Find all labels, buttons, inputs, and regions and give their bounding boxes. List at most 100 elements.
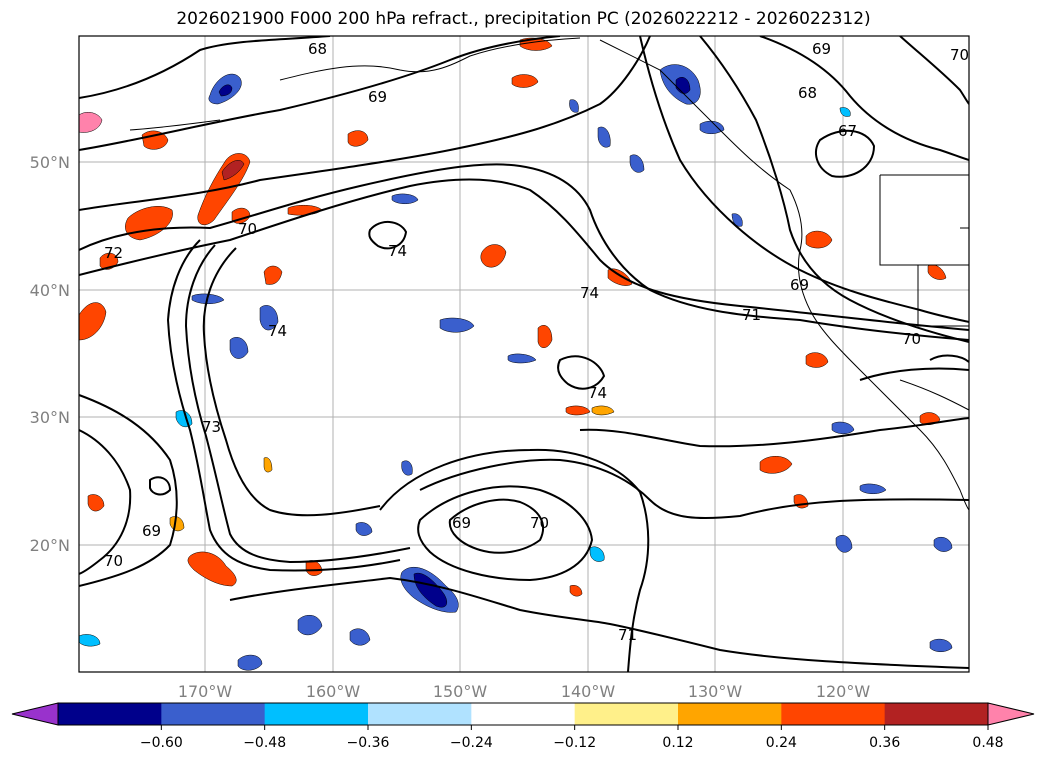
colorbar-tick-label: 0.48 (972, 735, 1003, 751)
contour-line (448, 498, 545, 554)
contour-line (79, 36, 561, 151)
border-line (899, 379, 969, 411)
contour-line (899, 36, 969, 105)
coastline (599, 39, 969, 511)
contour-label: 70 (104, 552, 123, 570)
coastline (129, 119, 221, 131)
contour-line (229, 576, 969, 669)
colorbar-segment (781, 703, 886, 725)
border-line (917, 265, 969, 327)
contour-label: 71 (742, 306, 761, 324)
contour-line (419, 458, 969, 520)
precip-negative-patch (831, 421, 855, 434)
precip-negative-patch (835, 535, 853, 553)
precip-negative-patch (297, 614, 323, 636)
contour-line (79, 36, 331, 99)
contour-label: 68 (798, 84, 817, 102)
contour-label: 70 (530, 514, 549, 532)
precip-negative-patch (355, 522, 373, 536)
contour-line (79, 36, 651, 211)
colorbar-tick-label: −0.36 (347, 735, 390, 751)
colorbar-segment (884, 703, 989, 725)
contour-line (79, 394, 178, 587)
lon-label-120w: 120°W (816, 682, 871, 701)
contour-label: 74 (580, 284, 599, 302)
colorbar-frame (57, 702, 989, 726)
precip-positive-patch (187, 551, 237, 587)
precip-negative-patch (731, 213, 743, 227)
contour-label: 67 (838, 122, 857, 140)
contour-line (79, 163, 969, 341)
contour-line (929, 354, 969, 363)
contour-line (417, 485, 594, 582)
precip-positive-patch (805, 352, 829, 368)
contour-label-group: 68 69 69 68 67 70 72 74 74 74 71 69 70 7… (104, 40, 969, 644)
colorbar-segment (264, 703, 369, 725)
colorbar-tick-label: −0.48 (243, 735, 286, 751)
contour-line (368, 221, 408, 250)
contour-line (202, 247, 381, 517)
precip-negative-patch (413, 572, 447, 608)
precip-negative-patch (859, 483, 887, 494)
contour-label: 70 (238, 220, 257, 238)
contour-line (184, 244, 411, 564)
colorbar-extend-high (987, 702, 1035, 726)
map-panel: 68 69 69 68 67 70 72 74 74 74 71 69 70 7… (78, 35, 970, 673)
colorbar: −0.60 −0.48 −0.36 −0.24 −0.12 0.12 0.24 0.36 0.4… (11, 702, 1035, 751)
latitude-labels: 50°N 40°N 30°N 20°N (30, 153, 70, 555)
colorbar-segment (161, 703, 266, 725)
precip-positive-patch (805, 230, 833, 249)
contour-label: 74 (388, 242, 407, 260)
precip-positive-patch (263, 457, 273, 473)
precip-negative-patch (391, 193, 419, 204)
precip-positive-patch (565, 405, 591, 416)
contour-label: 69 (142, 522, 161, 540)
colorbar-segment (471, 703, 576, 725)
colorbar-segment (678, 703, 782, 725)
contour-line (79, 178, 969, 331)
contour-label: 69 (790, 276, 809, 294)
coastline (279, 37, 581, 81)
map-frame (78, 35, 970, 673)
colorbar-segment (58, 703, 162, 725)
precip-positive-patch (87, 494, 105, 512)
lon-label-130w: 130°W (688, 682, 743, 701)
precip-negative-patch (933, 537, 953, 552)
lon-label-160w: 160°W (306, 682, 361, 701)
lat-label-50n: 50°N (30, 153, 70, 172)
precip-negative-patch (218, 84, 233, 97)
lon-label-140w: 140°W (561, 682, 616, 701)
precip-positive-patch (759, 456, 793, 474)
precip-positive-patch (537, 325, 553, 348)
refractivity-contours (79, 36, 969, 672)
precip-positive-patch (511, 74, 539, 88)
lat-label-20n: 20°N (30, 536, 70, 555)
precip-negative-patch (507, 353, 537, 364)
lon-label-170w: 170°W (178, 682, 233, 701)
coastlines (129, 37, 969, 511)
precip-negative-patch (699, 120, 725, 134)
colorbar-extend-low (11, 702, 59, 726)
contour-line (759, 36, 969, 161)
precip-negative-patch (79, 634, 101, 647)
colorbar-segment (574, 703, 679, 725)
contour-line (639, 36, 969, 323)
precip-negative-patch (629, 154, 645, 173)
contour-line (815, 129, 876, 178)
colorbar-tick-label: 0.36 (869, 735, 900, 751)
precip-positive-patch (569, 585, 583, 597)
contour-line (379, 448, 650, 672)
precip-negative-patch (439, 317, 475, 333)
precip-positive-patch (79, 302, 107, 341)
precip-positive-patch (263, 265, 283, 285)
colorbar-ticks: −0.60 −0.48 −0.36 −0.24 −0.12 0.12 0.24 0.36 0.4… (140, 725, 1004, 751)
precip-negative-patch (597, 126, 611, 148)
precip-negative-patch (349, 628, 371, 646)
contour-line (699, 36, 969, 343)
contour-label: 69 (452, 514, 471, 532)
colorbar-tick-label: −0.24 (450, 735, 493, 751)
precipitation-shading (79, 37, 953, 671)
contour-label: 68 (308, 40, 327, 58)
precip-positive-patch (607, 268, 633, 286)
